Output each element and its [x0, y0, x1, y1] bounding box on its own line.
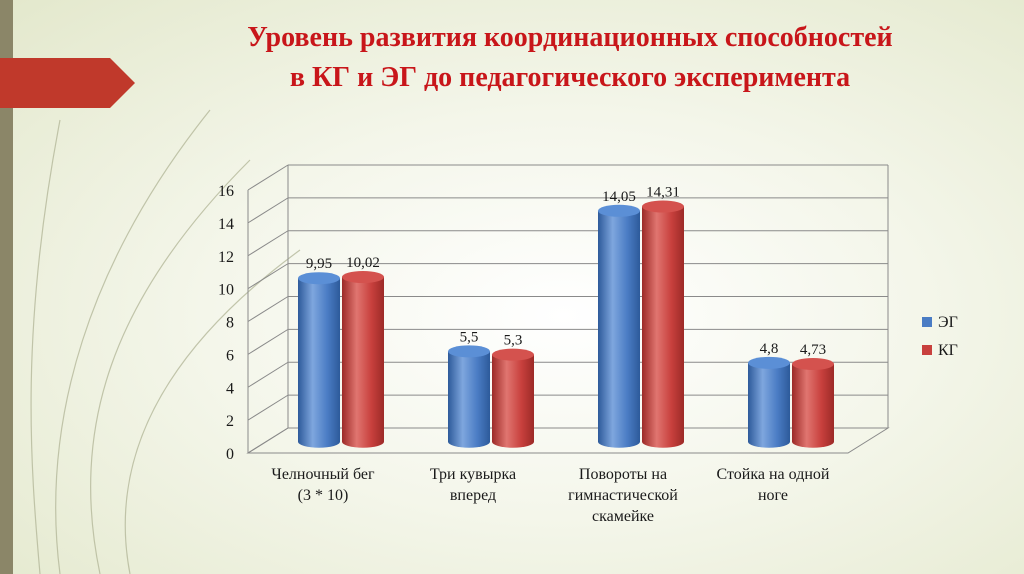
x-tick-label: гимнастической	[568, 487, 678, 504]
bar	[642, 206, 684, 448]
side-gridline	[247, 164, 289, 191]
decorative-curve	[55, 109, 211, 574]
bar-top	[298, 272, 340, 285]
bar-top	[448, 345, 490, 358]
data-label: 4,73	[800, 342, 826, 358]
bar-top	[642, 200, 684, 213]
decorative-curves	[30, 109, 301, 574]
y-tick-label: 6	[226, 347, 234, 364]
data-label: 9,95	[306, 256, 332, 272]
side-gridline	[247, 361, 289, 388]
side-gridline	[247, 263, 289, 290]
x-tick-label: ноге	[758, 487, 788, 504]
x-tick-label: Стойка на одной	[717, 466, 830, 483]
y-tick-label: 14	[218, 216, 234, 233]
bar	[448, 351, 490, 448]
slide-title: Уровень развития координационных способн…	[130, 18, 1010, 98]
chart-floor	[246, 427, 890, 454]
data-label: 10,02	[346, 255, 380, 271]
side-gridline	[247, 296, 289, 322]
data-label: 4,8	[760, 341, 779, 357]
y-tick-label: 4	[226, 380, 234, 397]
bar	[342, 277, 384, 448]
side-gridline	[247, 394, 289, 421]
bar-top	[342, 271, 384, 284]
legend-label: ЭГ	[938, 314, 958, 331]
bar-top	[598, 204, 640, 217]
decorative-curve	[30, 119, 61, 574]
title-arrow-tab	[0, 58, 135, 108]
bar-top	[492, 348, 534, 361]
y-tick-label: 12	[218, 249, 234, 266]
bar	[492, 354, 534, 448]
legend-swatch	[922, 345, 932, 355]
title-line-2: в КГ и ЭГ до педагогического эксперимент…	[289, 62, 851, 93]
y-tick-label: 10	[218, 282, 234, 299]
x-tick-label: скамейке	[592, 508, 654, 525]
data-label: 5,5	[460, 329, 479, 345]
decorative-curve	[124, 249, 301, 574]
side-gridline	[247, 328, 289, 355]
bar	[748, 362, 790, 448]
legend-swatch	[922, 317, 932, 327]
x-tick-label: Повороты на	[579, 466, 667, 483]
y-tick-label: 0	[226, 446, 234, 463]
legend-label: КГ	[938, 342, 958, 359]
bar	[298, 278, 340, 448]
y-tick-label: 2	[226, 413, 234, 430]
y-tick-label: 16	[218, 183, 234, 200]
side-gridline	[247, 230, 289, 257]
x-tick-label: Три кувырка	[430, 466, 516, 483]
x-tick-label: Челночный бег	[271, 466, 375, 483]
x-tick-label: (3 * 10)	[298, 487, 349, 504]
data-label: 14,05	[602, 189, 636, 205]
bar	[598, 210, 640, 448]
decorative-curve	[90, 159, 251, 574]
left-accent-bar	[0, 0, 13, 574]
side-gridline	[247, 197, 289, 224]
x-tick-label: вперед	[450, 487, 496, 504]
data-label: 14,31	[646, 185, 680, 201]
bar	[792, 364, 834, 448]
bar-top	[748, 356, 790, 369]
y-tick-label: 8	[226, 315, 234, 332]
bar-top	[792, 358, 834, 371]
data-label: 5,3	[504, 333, 523, 349]
title-line-1: Уровень развития координационных способн…	[247, 22, 893, 53]
